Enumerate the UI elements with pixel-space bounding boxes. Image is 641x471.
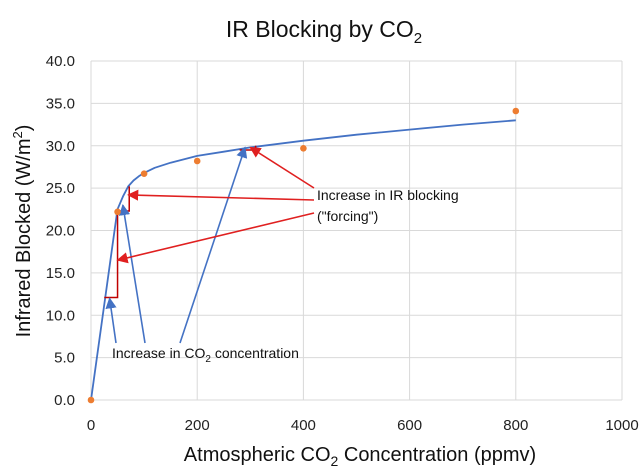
data-point: [193, 157, 201, 165]
data-points: [87, 107, 520, 404]
data-point: [87, 396, 95, 404]
x-tick-label: 1000: [605, 417, 638, 434]
x-tick-label: 0: [87, 417, 95, 434]
y-tick-label: 15.0: [46, 265, 75, 282]
step-boxes: [104, 145, 257, 299]
annotation-arrows: [105, 146, 315, 344]
data-point: [300, 144, 307, 152]
chart-title: IR Blocking by CO2: [226, 16, 422, 47]
y-tick-label: 0.0: [54, 392, 75, 409]
ir-blocking-label-line1: Increase in IR blocking: [317, 187, 459, 203]
grid-lines: [90, 60, 623, 401]
forcing-pointer-arrow: [116, 212, 315, 264]
y-axis-ticks: 0.0 5.0 10.0 15.0 20.0 25.0 30.0 35.0 40.0: [46, 53, 75, 409]
x-tick-label: 800: [503, 417, 528, 434]
y-tick-label: 40.0: [46, 53, 75, 70]
x-tick-label: 400: [291, 417, 316, 434]
y-tick-label: 5.0: [54, 350, 75, 367]
forcing-pointer-arrow: [249, 146, 315, 189]
co2-pointer-arrow: [179, 146, 248, 344]
x-tick-label: 200: [185, 417, 210, 434]
data-point: [140, 170, 148, 178]
y-tick-label: 25.0: [46, 180, 75, 197]
co2-pointer-arrow: [105, 297, 117, 344]
y-tick-label: 10.0: [46, 307, 75, 324]
y-tick-label: 20.0: [46, 223, 75, 240]
x-axis-ticks: 0 200 400 600 800 1000: [87, 417, 639, 434]
co2-increase-label: Increase in CO2 concentration: [112, 345, 299, 365]
y-tick-label: 30.0: [46, 138, 75, 155]
y-tick-label: 35.0: [46, 95, 75, 112]
data-point: [114, 208, 121, 216]
x-axis-title: Atmospheric CO2 Concentration (ppmv): [184, 444, 536, 469]
x-tick-label: 600: [397, 417, 422, 434]
ir-blocking-label-line2: ("forcing"): [317, 208, 378, 224]
co2-pointer-arrow: [118, 203, 146, 344]
data-point: [512, 107, 520, 115]
forcing-pointer-arrow: [127, 189, 315, 201]
y-axis-title: Infrared Blocked (W/m2): [10, 125, 35, 338]
